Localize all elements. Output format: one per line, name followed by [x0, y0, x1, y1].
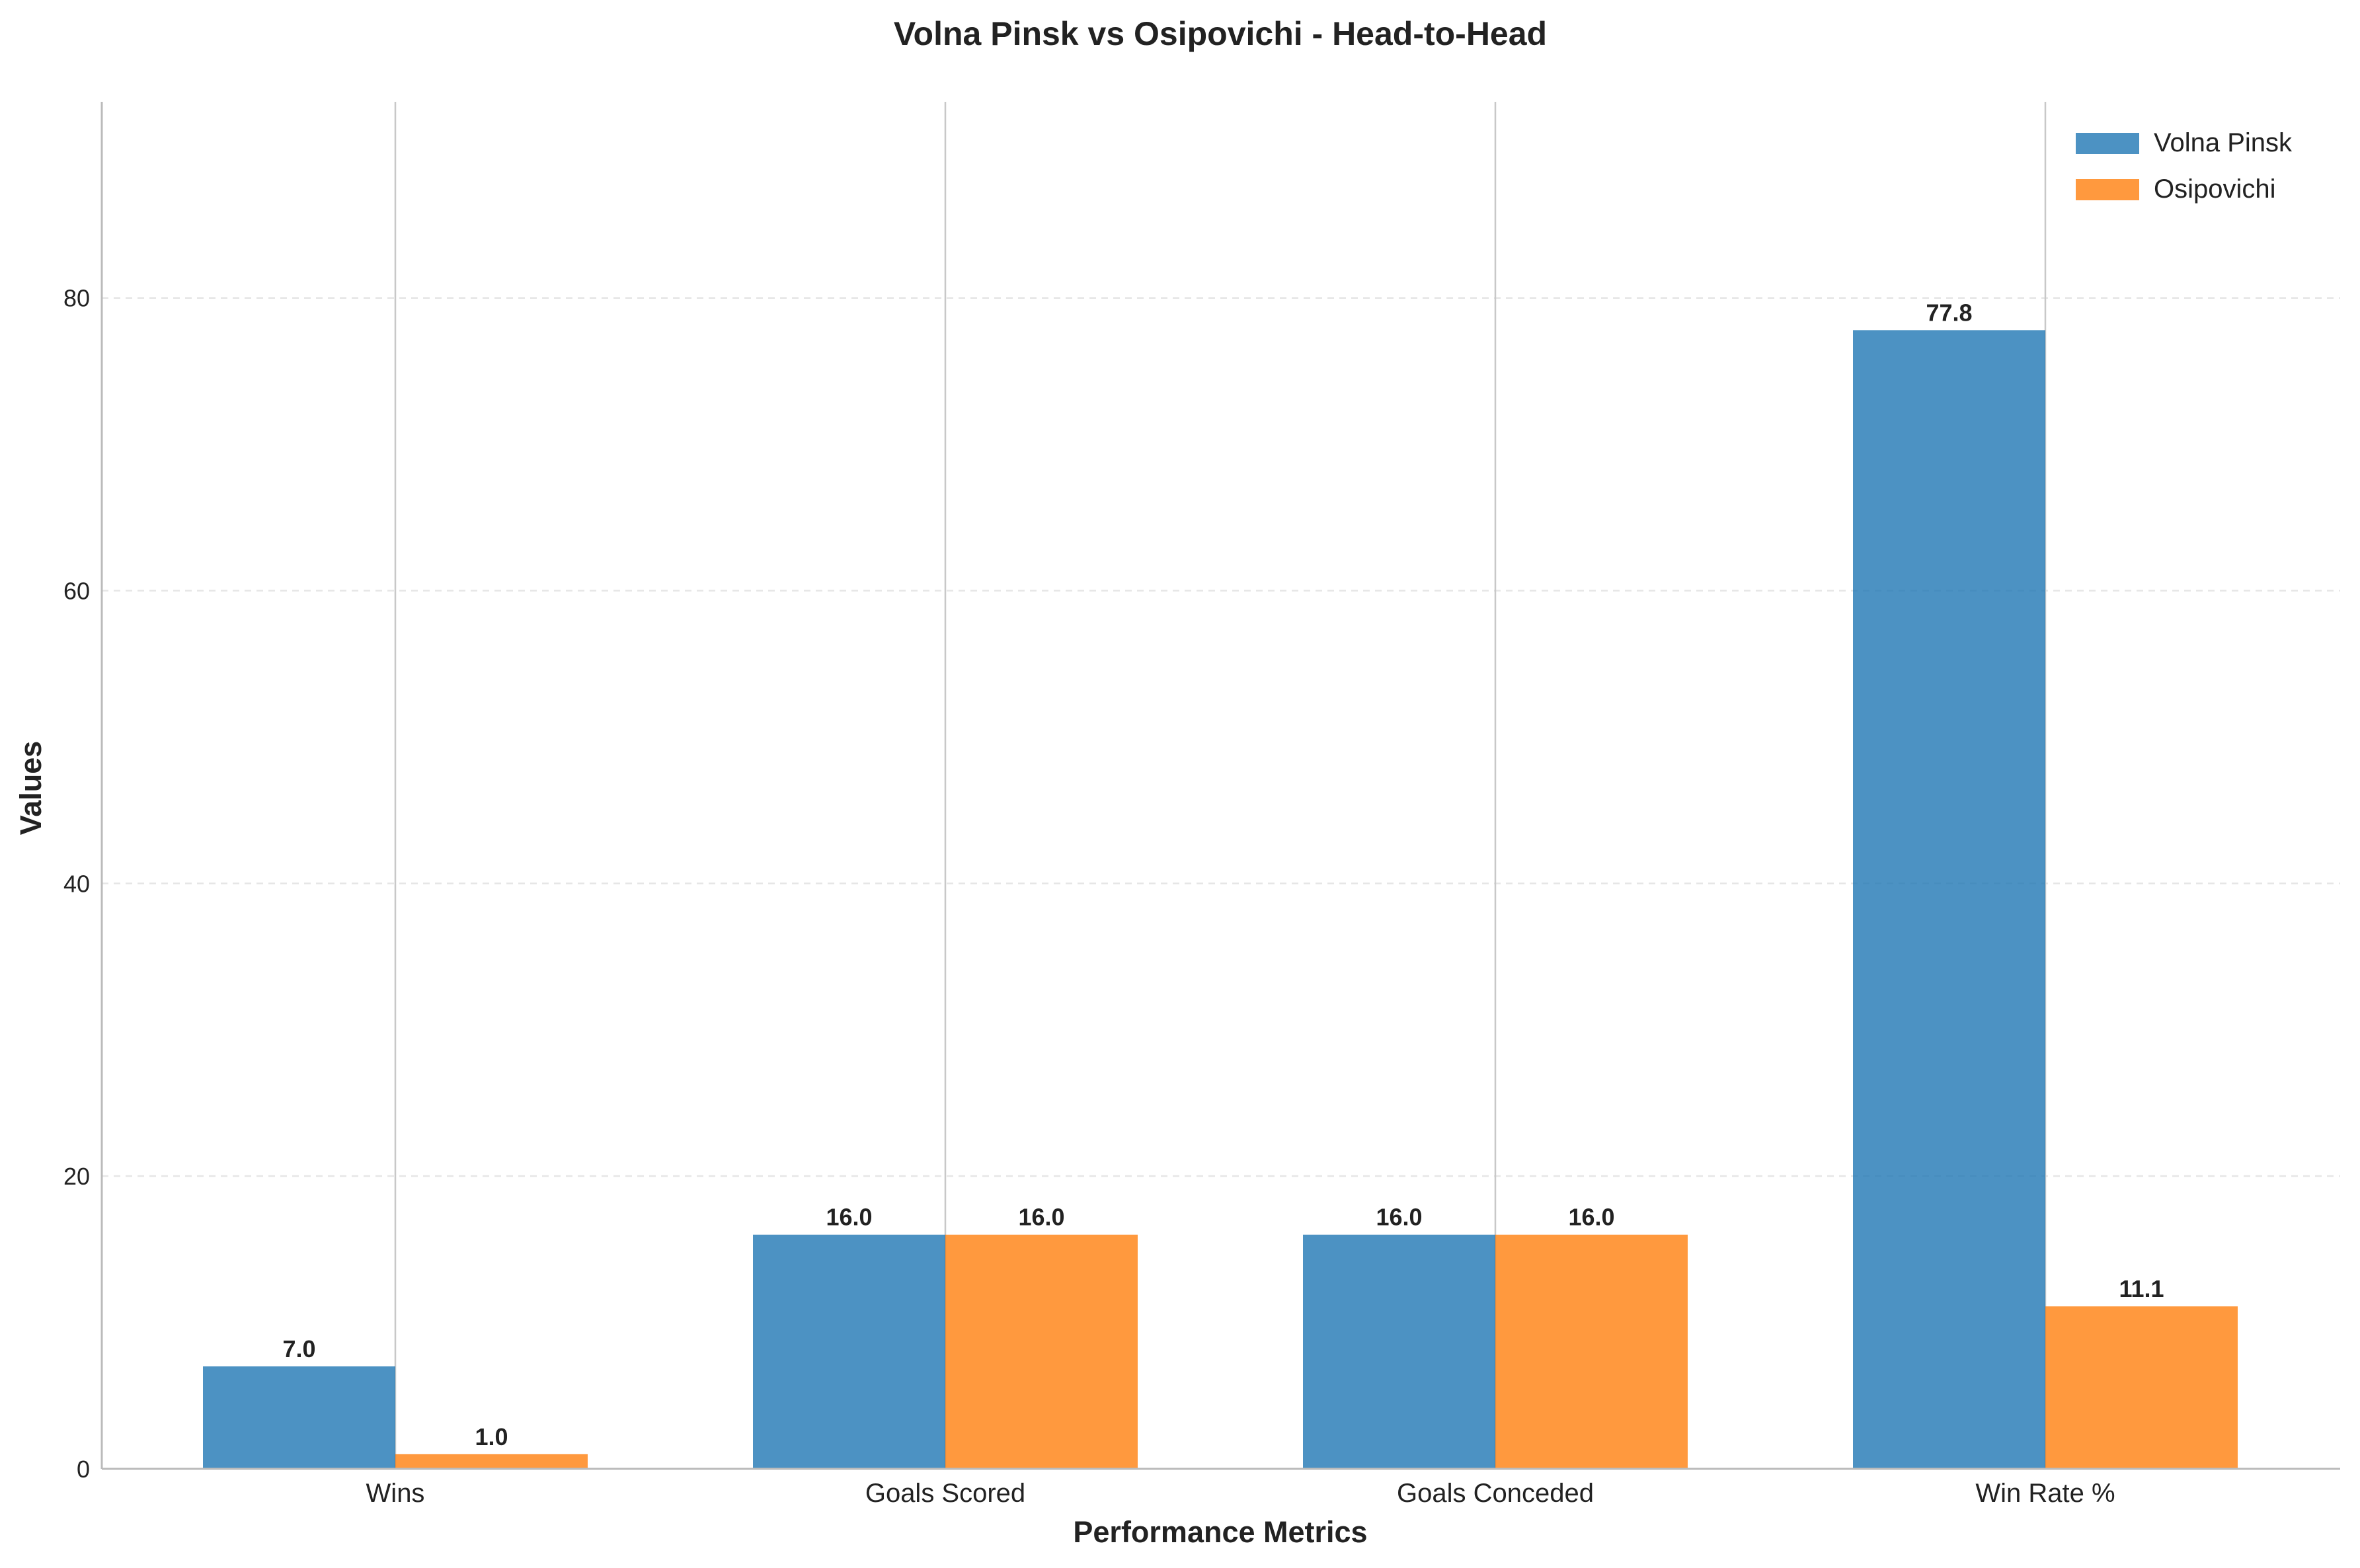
labels-layer: 7.0 16.0 16.0 77.8 1.0 16.0 16.0 11.1	[282, 299, 2164, 1450]
bars-layer	[203, 330, 2238, 1469]
data-label: 11.1	[2119, 1275, 2164, 1302]
data-label: 16.0	[1568, 1204, 1614, 1231]
legend-swatch	[2076, 179, 2139, 200]
data-label: 16.0	[1018, 1204, 1064, 1231]
x-axis-label: Performance Metrics	[1073, 1515, 1367, 1549]
legend-label: Volna Pinsk	[2154, 128, 2293, 157]
chart-title: Volna Pinsk vs Osipovichi - Head-to-Head	[894, 15, 1547, 52]
x-tick-label: Win Rate %	[1975, 1479, 2115, 1508]
y-tick-label: 60	[63, 578, 90, 605]
data-label: 1.0	[475, 1423, 508, 1450]
y-axis-label: Values	[14, 741, 48, 836]
legend-swatch	[2076, 133, 2139, 154]
y-tick-label: 80	[63, 285, 90, 312]
axes-layer: 0 20 40 60 80 Wins Goals Scored Goals Conceded W…	[63, 102, 2340, 1508]
x-tick-label: Goals Scored	[865, 1479, 1025, 1508]
y-tick-label: 20	[63, 1163, 90, 1190]
data-label: 77.8	[1926, 299, 1972, 326]
bar-volna-pinsk	[753, 1234, 945, 1469]
bar-osipovichi	[395, 1454, 588, 1469]
bar-volna-pinsk	[1853, 330, 2045, 1469]
legend-label: Osipovichi	[2154, 175, 2276, 204]
data-label: 16.0	[826, 1204, 872, 1231]
y-tick-label: 0	[77, 1456, 90, 1483]
x-tick-label: Wins	[366, 1479, 425, 1508]
bar-volna-pinsk	[203, 1366, 395, 1469]
bar-osipovichi	[945, 1234, 1138, 1469]
bar-volna-pinsk	[1303, 1234, 1495, 1469]
bar-osipovichi	[2045, 1306, 2238, 1469]
data-label: 16.0	[1376, 1204, 1422, 1231]
legend: Volna Pinsk Osipovichi	[2076, 128, 2293, 204]
bar-osipovichi	[1495, 1234, 1688, 1469]
data-label: 7.0	[282, 1335, 315, 1362]
x-tick-label: Goals Conceded	[1397, 1479, 1594, 1508]
y-tick-label: 40	[63, 870, 90, 897]
